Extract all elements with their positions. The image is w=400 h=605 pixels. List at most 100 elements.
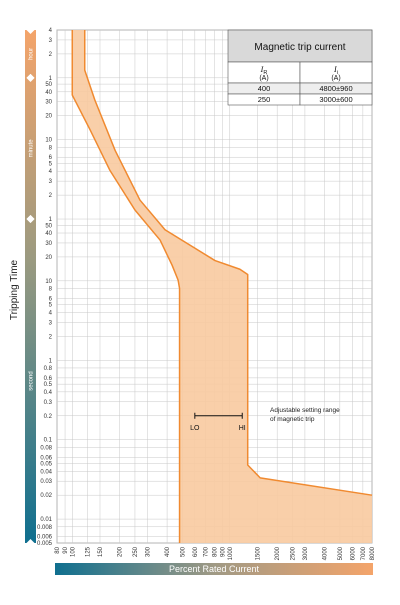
x-title-bar — [55, 563, 373, 575]
y-tick-label: 0.05 — [40, 462, 52, 468]
y-tick-label: 0.08 — [40, 445, 52, 451]
x-tick-label: 150 — [98, 546, 104, 557]
table-value: 400 — [258, 84, 271, 93]
x-tick-label: 90 — [63, 546, 69, 553]
time-scale-bar — [25, 30, 36, 543]
y-tick-label: 0.008 — [37, 525, 53, 531]
annotation: Adjustable setting range — [270, 407, 340, 414]
x-tick-label: 700 — [203, 546, 209, 557]
x-tick-label: 1500 — [255, 546, 261, 560]
annotation: of magnetic trip — [270, 416, 315, 423]
x-axis-title: Percent Rated Current — [169, 564, 260, 574]
x-tick-label: 600 — [193, 546, 199, 557]
x-tick-label: 200 — [118, 546, 124, 557]
y-tick-label: 0.2 — [44, 414, 53, 420]
trip-curve — [83, 30, 373, 496]
y-tick-label: 2 — [49, 52, 53, 58]
y-tick-label: 0.03 — [40, 479, 52, 485]
x-tick-label: 1000 — [228, 546, 234, 560]
y-tick-label: 40 — [45, 90, 52, 96]
section-label: minute — [29, 139, 35, 158]
y-tick-label: 2 — [49, 193, 53, 199]
y-tick-label: 0.02 — [40, 493, 52, 499]
y-tick-label: 50 — [45, 82, 52, 88]
y-tick-label: 1 — [49, 217, 53, 223]
table-value: 4800±960 — [319, 84, 352, 93]
x-tick-label: 3000 — [303, 546, 309, 560]
x-tick-label: 6000 — [350, 546, 356, 560]
x-tick-label: 2500 — [290, 546, 296, 560]
table-value: 3000±600 — [319, 95, 352, 104]
y-tick-label: 1 — [49, 76, 53, 82]
y-tick-label: 0.1 — [44, 438, 53, 444]
y-tick-label: 5 — [49, 162, 53, 168]
y-axis-title: Tripping Time — [9, 259, 20, 320]
y-tick-label: 3 — [49, 320, 53, 326]
y-tick-label: 0.006 — [37, 535, 53, 541]
y-tick-label: 0.5 — [44, 382, 53, 388]
x-tick-label: 250 — [133, 546, 139, 557]
header-subscript: i — [337, 70, 338, 76]
x-tick-label: 80 — [55, 546, 61, 553]
x-tick-label: 900 — [221, 546, 227, 557]
y-tick-label: 3 — [49, 179, 53, 185]
x-tick-label: 125 — [86, 546, 92, 557]
y-tick-label: 8 — [49, 287, 53, 293]
y-tick-label: 4 — [49, 169, 53, 175]
table-header-unit: (A) — [259, 75, 268, 82]
y-tick-label: 6 — [49, 296, 53, 302]
y-tick-label: 4 — [49, 28, 53, 34]
x-tick-label: 2000 — [275, 546, 281, 560]
y-tick-label: 0.4 — [44, 390, 53, 396]
x-tick-label: 100 — [70, 546, 76, 557]
y-tick-label: 10 — [45, 279, 52, 285]
table-cell — [299, 93, 373, 106]
y-tick-label: 0.005 — [37, 541, 53, 547]
y-tick-label: 6 — [49, 155, 53, 161]
y-tick-label: 0.6 — [44, 376, 53, 382]
section-label: hour — [29, 48, 35, 60]
section-marker — [26, 73, 35, 82]
x-tick-label: 300 — [145, 546, 151, 557]
y-tick-label: 30 — [45, 100, 52, 106]
table-header: IR — [260, 65, 268, 76]
y-tick-label: 30 — [45, 241, 52, 247]
y-tick-label: 8 — [49, 145, 53, 151]
y-tick-label: 0.06 — [40, 455, 52, 461]
y-tick-label: 0.3 — [44, 400, 53, 406]
y-tick-label: 1 — [49, 358, 53, 364]
trip-band-fill — [72, 30, 372, 543]
x-tick-label: 7000 — [361, 546, 367, 560]
y-tick-label: 20 — [45, 114, 52, 120]
y-tick-label: 50 — [45, 223, 52, 229]
section-marker — [26, 26, 35, 34]
table-title-cell — [227, 29, 373, 63]
y-tick-label: 3 — [49, 38, 53, 44]
table-header: Ii — [333, 65, 338, 76]
table-header-unit: (A) — [331, 75, 340, 82]
y-tick-label: 40 — [45, 231, 52, 237]
table-value: 250 — [258, 95, 271, 104]
x-tick-label: 5000 — [338, 546, 344, 560]
x-tick-label: 800 — [213, 546, 219, 557]
y-tick-label: 5 — [49, 303, 53, 309]
y-tick-label: 20 — [45, 255, 52, 261]
section-label: second — [29, 371, 35, 390]
range-hi-label: HI — [239, 425, 246, 432]
y-tick-label: 0.8 — [44, 366, 53, 372]
header-symbol: I — [333, 65, 337, 74]
section-marker — [26, 539, 35, 547]
y-tick-label: 10 — [45, 138, 52, 144]
y-tick-label: 0.01 — [40, 517, 52, 523]
y-tick-label: 2 — [49, 334, 53, 340]
x-tick-label: 400 — [165, 546, 171, 557]
range-lo-label: LO — [190, 425, 200, 432]
section-marker — [26, 215, 35, 224]
header-symbol: I — [260, 65, 264, 74]
header-subscript: R — [263, 70, 267, 76]
x-tick-label: 500 — [180, 546, 186, 557]
x-tick-label: 8000 — [370, 546, 376, 560]
y-tick-label: 4 — [49, 310, 53, 316]
